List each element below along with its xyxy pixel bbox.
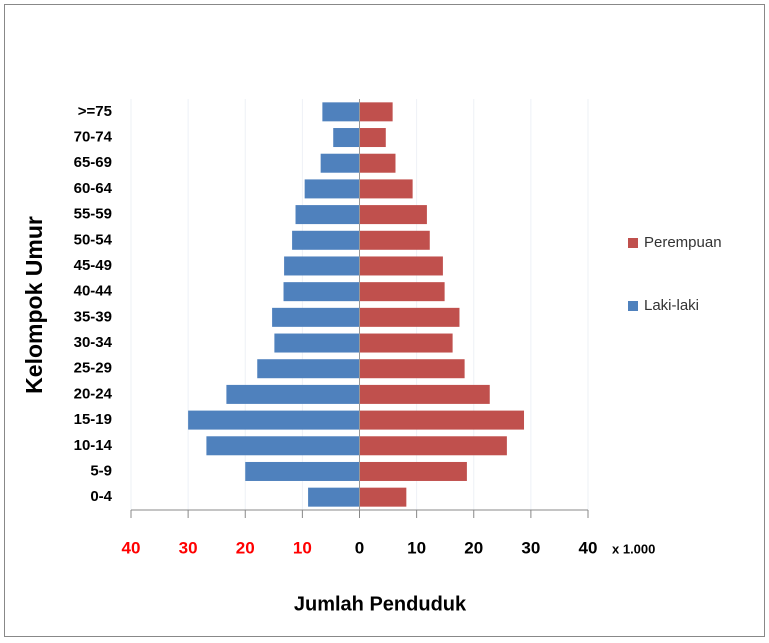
x-tick-label: 30 — [521, 538, 540, 557]
bar — [359, 179, 413, 199]
bar — [359, 410, 525, 430]
legend-label: Perempuan — [644, 234, 722, 251]
x-tick-label: 40 — [579, 538, 598, 557]
y-tick-label: 30-34 — [74, 334, 113, 351]
y-tick-label: 40-44 — [74, 283, 113, 300]
bar — [308, 487, 360, 507]
bar — [359, 461, 467, 481]
y-tick-label: 5-9 — [90, 462, 112, 479]
bar — [284, 256, 360, 276]
bar — [206, 436, 360, 456]
y-tick-label: 25-29 — [74, 360, 112, 377]
bar — [359, 487, 407, 507]
y-tick-label: 50-54 — [74, 231, 113, 248]
y-tick-label: >=75 — [78, 103, 112, 120]
bar — [359, 256, 443, 276]
x-tick-label: 20 — [464, 538, 483, 557]
bar — [272, 307, 360, 327]
y-tick-label: 20-24 — [74, 385, 113, 402]
bar — [359, 282, 445, 302]
y-tick-label: 65-69 — [74, 154, 112, 171]
bar — [359, 153, 396, 173]
bar — [359, 102, 393, 122]
y-tick-label: 45-49 — [74, 257, 112, 274]
bar — [359, 359, 465, 379]
y-tick-label: 0-4 — [90, 488, 112, 505]
bar — [322, 102, 360, 122]
bar — [359, 384, 490, 404]
bar — [359, 307, 460, 327]
bar — [292, 230, 360, 250]
bar — [359, 333, 453, 353]
bar — [188, 410, 360, 430]
legend-swatch — [628, 238, 638, 248]
x-axis-title: Jumlah Penduduk — [294, 593, 467, 615]
bar — [295, 205, 360, 225]
bar — [359, 230, 430, 250]
bar — [274, 333, 360, 353]
y-tick-label: 35-39 — [74, 308, 112, 325]
y-tick-label: 55-59 — [74, 206, 112, 223]
bar — [245, 461, 360, 481]
legend-label: Laki-laki — [644, 297, 699, 314]
bar — [304, 179, 360, 199]
y-tick-label: 60-64 — [74, 180, 113, 197]
x-tick-label: 0 — [355, 538, 364, 557]
unit-note: x 1.000 — [612, 541, 655, 556]
bar — [359, 128, 386, 148]
bar — [359, 436, 507, 456]
x-tick-label: 10 — [407, 538, 426, 557]
legend-swatch — [628, 301, 638, 311]
bar — [359, 205, 427, 225]
x-tick-label: 20 — [236, 538, 255, 557]
bar — [283, 282, 360, 302]
y-tick-label: 70-74 — [74, 129, 113, 146]
y-tick-label: 15-19 — [74, 411, 112, 428]
x-tick-label: 10 — [293, 538, 312, 557]
bar — [320, 153, 360, 173]
y-axis-title: Kelompok Umur — [21, 216, 47, 394]
bar — [333, 128, 360, 148]
x-tick-label: 40 — [122, 538, 141, 557]
bar — [226, 384, 360, 404]
x-tick-label: 30 — [179, 538, 198, 557]
y-tick-label: 10-14 — [74, 437, 113, 454]
bar — [257, 359, 360, 379]
